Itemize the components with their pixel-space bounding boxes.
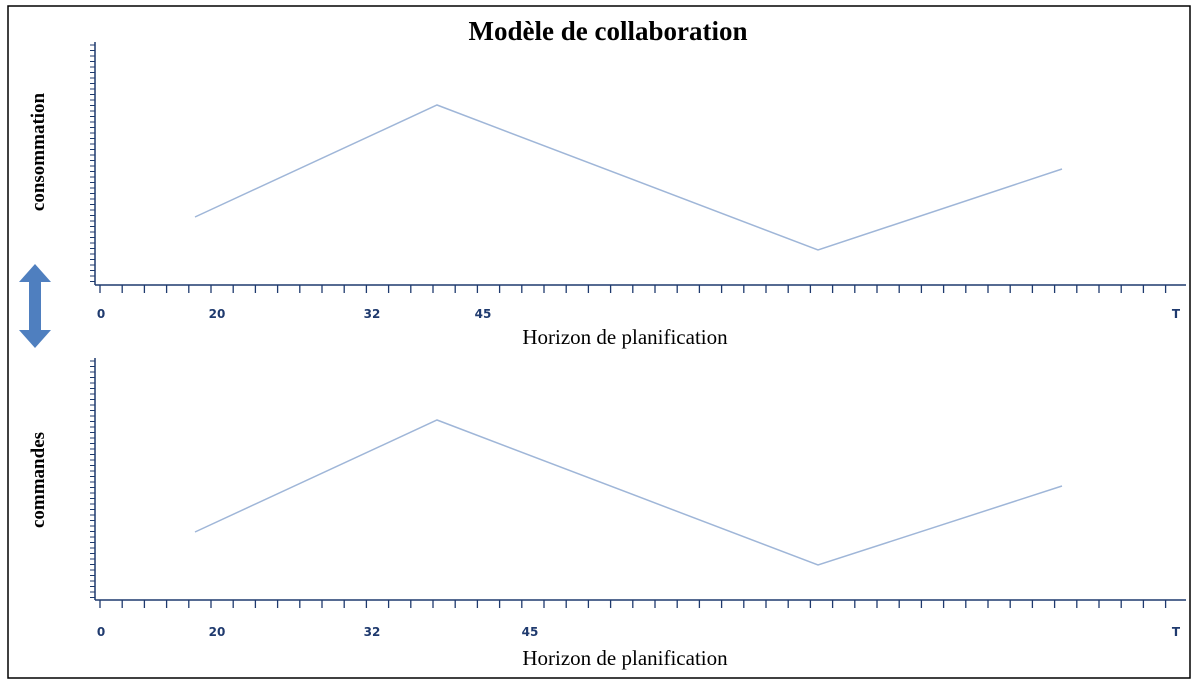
x-tick-label: 32: [364, 307, 381, 321]
curve: [194, 104, 1063, 251]
y-axis-label: consommation: [28, 92, 49, 211]
x-tick-label: 20: [209, 307, 226, 321]
x-axis-label: Horizon de planification: [522, 646, 728, 670]
x-axis-label: Horizon de planification: [522, 325, 728, 349]
x-tick-label: T: [1172, 307, 1181, 321]
double-arrow: [19, 264, 51, 348]
frame: [7, 5, 1191, 679]
x-tick-label: 45: [522, 625, 539, 639]
x-tick-label: 45: [475, 307, 492, 321]
panel: 0 20 32 45 T Horizon de planification commande…: [28, 358, 1186, 670]
x-tick-label: 32: [364, 625, 381, 639]
title: Modèle de collaboration: [469, 16, 748, 46]
y-axis-label: commandes: [28, 432, 49, 528]
panels: 0 20 32 45 T Horizon de planification consomma…: [28, 42, 1186, 670]
panel: 0 20 32 45 T Horizon de planification consomma…: [28, 42, 1186, 349]
x-tick-label: T: [1172, 625, 1181, 639]
curve: [194, 419, 1063, 566]
x-tick-label: 0: [97, 307, 105, 321]
x-tick-label: 0: [97, 625, 105, 639]
x-tick-label: 20: [209, 625, 226, 639]
